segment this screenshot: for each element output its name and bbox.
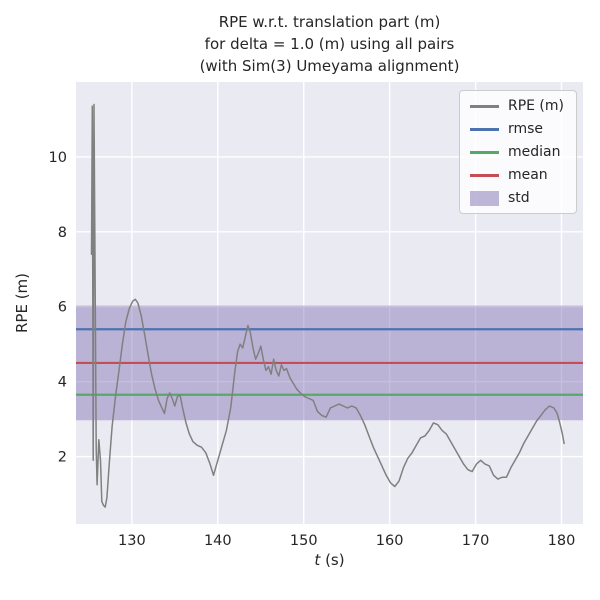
legend-label: rmse	[507, 121, 544, 137]
y-tick-label: 6	[58, 300, 67, 316]
legend-item-rpe-m: RPE (m)	[469, 98, 564, 114]
x-tick-label: 150	[290, 533, 318, 549]
x-tick-label: 130	[118, 533, 146, 549]
legend-label: mean	[507, 167, 548, 183]
legend-item-rmse: rmse	[469, 121, 564, 137]
legend-swatch-line	[469, 104, 499, 108]
legend-swatch-line	[469, 127, 499, 131]
legend-item-mean: mean	[469, 167, 564, 183]
legend-swatch-patch	[469, 190, 499, 206]
legend-item-median: median	[469, 144, 564, 160]
legend-label: std	[507, 190, 530, 206]
x-tick-label: 160	[376, 533, 404, 549]
x-axis-label-unit: (s)	[320, 551, 345, 569]
legend-label: RPE (m)	[507, 98, 564, 114]
legend-swatch-line	[469, 173, 499, 177]
y-tick-label: 10	[49, 150, 67, 166]
x-axis-label-var: t	[314, 551, 321, 569]
rpe-series-line	[90, 103, 565, 508]
y-tick-label: 2	[58, 450, 67, 466]
x-tick-label: 170	[462, 533, 490, 549]
chart-title: RPE w.r.t. translation part (m) for delt…	[199, 13, 460, 75]
legend: RPE (m) rmse median mean std	[458, 90, 577, 214]
x-tick-label: 180	[548, 533, 576, 549]
legend-item-std: std	[469, 190, 564, 206]
x-axis-label: t (s)	[76, 551, 583, 569]
legend-swatch-line	[469, 150, 499, 154]
y-tick-label: 8	[58, 225, 67, 241]
legend-label: median	[507, 144, 561, 160]
x-tick-label: 140	[204, 533, 232, 549]
y-tick-label: 4	[58, 375, 67, 391]
